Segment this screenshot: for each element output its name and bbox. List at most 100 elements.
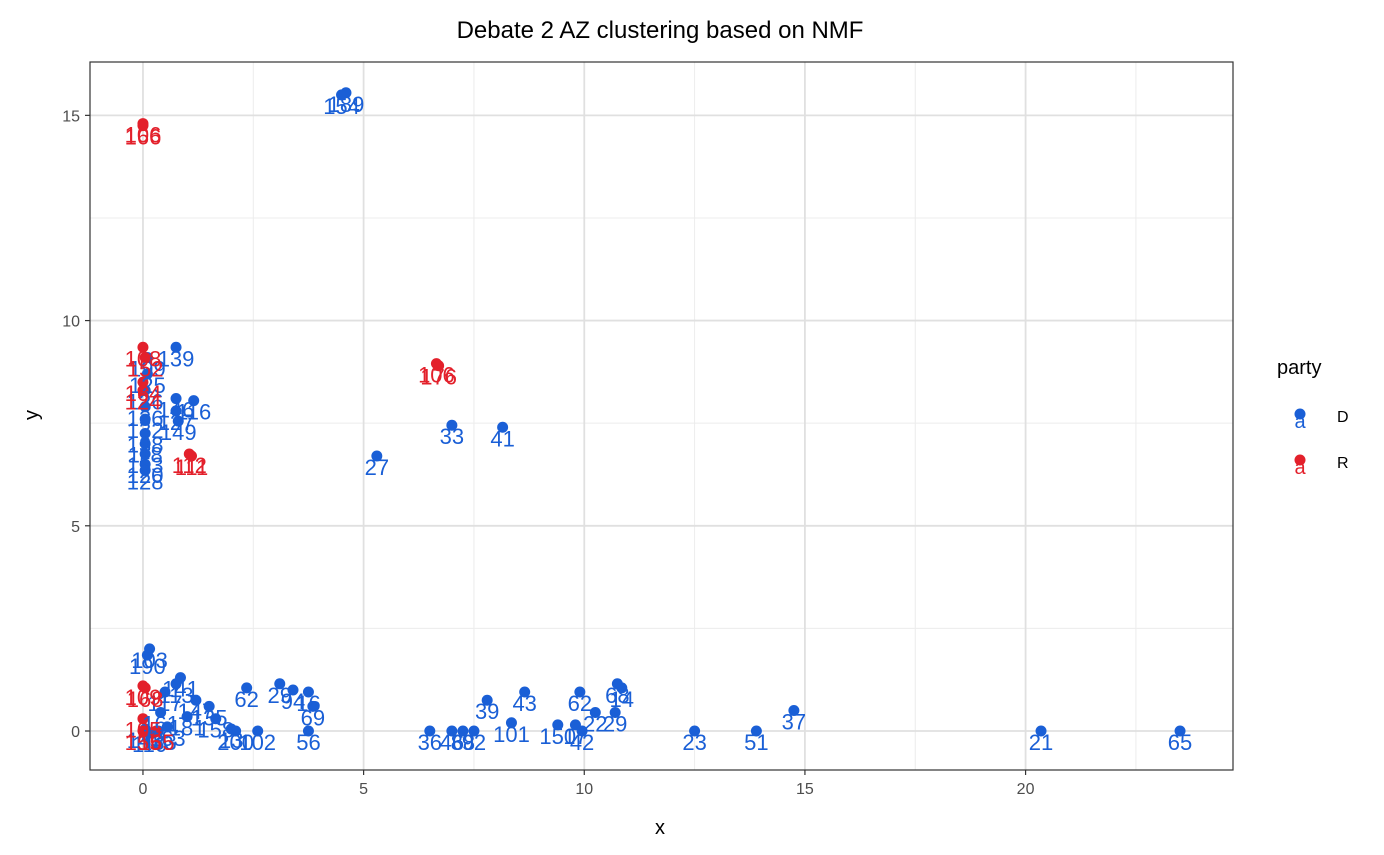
data-point-D	[336, 89, 348, 101]
x-axis-title: x	[655, 817, 665, 839]
legend-key-glyph: a	[1294, 411, 1306, 433]
plot-border	[89, 61, 1234, 771]
point-label: 102	[239, 730, 276, 755]
point-label: 147	[178, 699, 215, 724]
point-label: 113	[159, 683, 194, 708]
point-label: 68	[605, 683, 629, 708]
point-label: 14	[610, 687, 634, 712]
data-point-D	[172, 415, 184, 427]
point-label: 133	[140, 730, 177, 755]
x-tick-label: 5	[359, 781, 368, 798]
data-point-D	[170, 393, 182, 405]
point-label: 37	[782, 709, 806, 734]
point-label: 62	[234, 687, 258, 712]
point-label: 42	[570, 730, 594, 755]
data-point-R	[137, 341, 149, 353]
point-label: 16	[296, 691, 320, 716]
point-label: 116	[176, 400, 211, 425]
data-point-D	[1035, 725, 1047, 737]
data-point-R	[137, 725, 149, 737]
point-label: 27	[365, 455, 389, 480]
point-label: 189	[328, 92, 365, 117]
data-point-R	[139, 352, 151, 364]
data-point-D	[457, 725, 469, 737]
point-label: 155	[125, 730, 162, 755]
point-label: 138	[127, 432, 164, 457]
data-point-D	[307, 700, 319, 712]
legend-label: R	[1337, 455, 1349, 472]
point-label: 132	[127, 418, 164, 443]
point-label: 106	[125, 123, 162, 148]
point-label: 29	[268, 683, 292, 708]
point-label: 22	[583, 712, 607, 737]
point-label: 36	[418, 730, 442, 755]
point-label: 141	[162, 677, 199, 702]
data-point-D	[139, 427, 151, 439]
data-point-D	[616, 682, 628, 694]
point-label: 135	[191, 705, 228, 730]
point-label: 154	[323, 94, 360, 119]
data-point-D	[589, 707, 601, 719]
point-label: 125	[129, 373, 166, 398]
data-point-D	[371, 450, 383, 462]
point-label: 150	[539, 724, 576, 749]
data-point-D	[481, 694, 493, 706]
point-label: 41	[490, 426, 514, 451]
y-axis-title: y	[21, 410, 43, 420]
data-point-D	[750, 725, 762, 737]
data-point-D	[468, 725, 480, 737]
point-label: 128	[127, 469, 164, 494]
point-label: 111	[175, 455, 208, 480]
data-point-D	[203, 700, 215, 712]
point-label: 69	[301, 705, 325, 730]
point-label: 13	[219, 728, 243, 753]
data-point-D	[241, 682, 253, 694]
plot-panel	[90, 62, 1233, 770]
legend-key-point	[1294, 454, 1306, 466]
data-point-D	[788, 704, 800, 716]
data-point-D	[609, 707, 621, 719]
data-point-R	[186, 450, 198, 462]
data-point-D	[446, 725, 458, 737]
data-point-D	[576, 725, 588, 737]
point-label: 56	[296, 730, 320, 755]
data-point-R	[137, 376, 149, 388]
data-point-D	[139, 448, 151, 460]
legend: party a Da R	[1277, 357, 1349, 479]
point-label: 152	[127, 357, 164, 382]
point-label: 105	[125, 718, 162, 743]
data-point-R	[137, 713, 149, 725]
data-point-D	[287, 684, 299, 696]
y-tick-label: 5	[71, 519, 80, 536]
legend-key-glyph: a	[1294, 457, 1306, 479]
data-point-D	[159, 686, 171, 698]
data-point-D	[161, 721, 173, 733]
point-label: 136	[127, 406, 164, 431]
y-tick-label: 0	[71, 724, 80, 741]
data-point-D	[505, 717, 517, 729]
data-point-D	[155, 707, 167, 719]
data-point-D	[302, 725, 314, 737]
point-label: 143	[127, 728, 164, 753]
point-label: 94	[281, 689, 305, 714]
data-point-D	[424, 725, 436, 737]
data-point-D	[139, 464, 151, 476]
point-label: 199	[129, 357, 166, 382]
point-labels: 1891541391991251261461161361321271491381…	[125, 92, 1193, 757]
point-label: 164	[125, 381, 162, 406]
point-label: 17	[563, 724, 587, 749]
data-point-D	[210, 713, 222, 725]
data-point-D	[170, 678, 182, 690]
legend-key-point	[1294, 408, 1306, 420]
point-label: 21	[1029, 730, 1053, 755]
point-label: 176	[420, 365, 457, 390]
point-label: 124	[125, 389, 162, 414]
data-point-R	[137, 120, 149, 132]
data-point-D	[446, 419, 458, 431]
data-point-D	[170, 341, 182, 353]
data-point-D	[519, 686, 531, 698]
legend-label: D	[1337, 409, 1349, 426]
point-label: 190	[129, 654, 166, 679]
point-label: 33	[440, 424, 464, 449]
point-label: 106	[418, 363, 455, 388]
